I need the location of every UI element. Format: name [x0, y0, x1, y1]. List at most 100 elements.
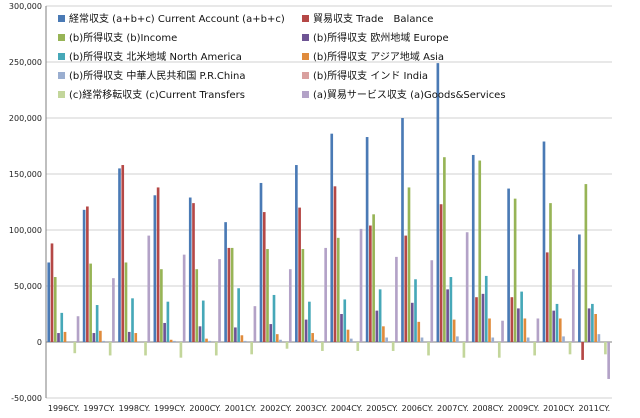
bar: [436, 63, 440, 343]
bar: [510, 297, 514, 342]
bar: [218, 259, 221, 342]
bar: [272, 294, 276, 342]
bar: [446, 289, 449, 342]
legend-swatch: [58, 34, 65, 41]
bar: [333, 186, 337, 342]
bar: [288, 269, 292, 342]
y-tick-label: 150,000: [9, 170, 42, 179]
bar: [279, 339, 282, 342]
legend-label: (b)所得収支 (b)Income: [69, 32, 177, 44]
bar: [60, 312, 64, 342]
bar: [497, 342, 501, 358]
bar: [89, 263, 92, 342]
bar: [195, 269, 199, 342]
bar: [488, 318, 491, 342]
bar: [147, 235, 151, 342]
bar: [549, 203, 552, 342]
bar: [340, 314, 343, 342]
bar: [250, 342, 253, 355]
bar: [308, 301, 311, 342]
bar: [102, 340, 105, 342]
legend-swatch: [302, 15, 309, 22]
bar: [92, 333, 96, 342]
bar: [427, 342, 430, 356]
bar: [343, 299, 347, 342]
bar: [259, 182, 263, 342]
bar: [63, 331, 67, 342]
bar: [95, 305, 99, 342]
x-tick-label: 1996CY.: [48, 404, 80, 413]
bar: [179, 342, 183, 358]
bar: [552, 310, 556, 342]
bar: [401, 118, 404, 342]
legend-swatch: [302, 34, 309, 41]
bar: [542, 141, 546, 342]
legend-label: (b)所得収支 インド India: [313, 70, 428, 82]
bar: [372, 214, 375, 342]
bar: [160, 269, 163, 342]
bar: [607, 342, 610, 379]
bar: [285, 342, 289, 349]
bar: [404, 235, 408, 342]
bar: [169, 339, 173, 342]
bar: [304, 319, 308, 342]
y-axis: -50,000 0 50,000 100,000 150,000 200,000 250,0…: [9, 2, 42, 403]
legend-label: 経常収支 (a+b+c) Current Account (a+b+c): [69, 12, 285, 25]
bar: [336, 237, 340, 342]
bar: [118, 168, 121, 342]
x-tick-label: 2006CY.: [402, 404, 434, 413]
bar: [227, 247, 231, 342]
x-tick-label: 2008CY.: [472, 404, 504, 413]
x-tick-label: 2009CY.: [508, 404, 540, 413]
legend-swatch: [302, 91, 309, 98]
bar: [382, 326, 385, 342]
bar: [153, 195, 157, 342]
bar: [555, 303, 559, 342]
bar: [597, 334, 601, 342]
bar: [295, 165, 298, 342]
bar: [517, 308, 520, 342]
bar: [523, 318, 527, 342]
bar: [76, 316, 80, 342]
bar: [410, 302, 414, 342]
legend-swatch: [58, 72, 65, 79]
bar: [298, 207, 301, 342]
y-tick-label: 250,000: [9, 58, 42, 67]
bar: [475, 297, 478, 342]
bar: [449, 277, 453, 342]
bar: [112, 278, 115, 342]
bar: [188, 197, 192, 342]
bar: [50, 243, 54, 342]
bar: [568, 342, 572, 355]
bar: [513, 198, 517, 342]
y-tick-label: 50,000: [14, 282, 42, 291]
x-tick-label: 2004CY.: [331, 404, 363, 413]
x-tick-label: 2000CY.: [189, 404, 221, 413]
bar: [173, 340, 176, 342]
bar: [545, 252, 549, 342]
bar: [205, 338, 208, 342]
bar: [311, 333, 314, 342]
bar: [526, 337, 530, 342]
legend-label: (b)所得収支 北米地域 North America: [69, 50, 242, 63]
bar: [443, 157, 446, 342]
y-tick-label: 300,000: [9, 2, 42, 11]
bar: [452, 319, 456, 342]
bar: [501, 320, 504, 342]
bar: [86, 206, 89, 342]
bar: [53, 277, 57, 342]
legend-swatch: [302, 53, 309, 60]
bar: [484, 275, 488, 342]
bar: [491, 337, 495, 342]
bar: [166, 301, 170, 342]
bar: [439, 204, 443, 342]
x-tick-label: 2002CY.: [260, 404, 292, 413]
bar: [253, 306, 257, 342]
bar: [99, 330, 102, 342]
legend-swatch: [58, 91, 65, 98]
bar: [385, 337, 388, 342]
bar: [266, 249, 269, 342]
bar: [131, 298, 134, 342]
bar: [359, 228, 363, 342]
bar: [301, 249, 305, 342]
